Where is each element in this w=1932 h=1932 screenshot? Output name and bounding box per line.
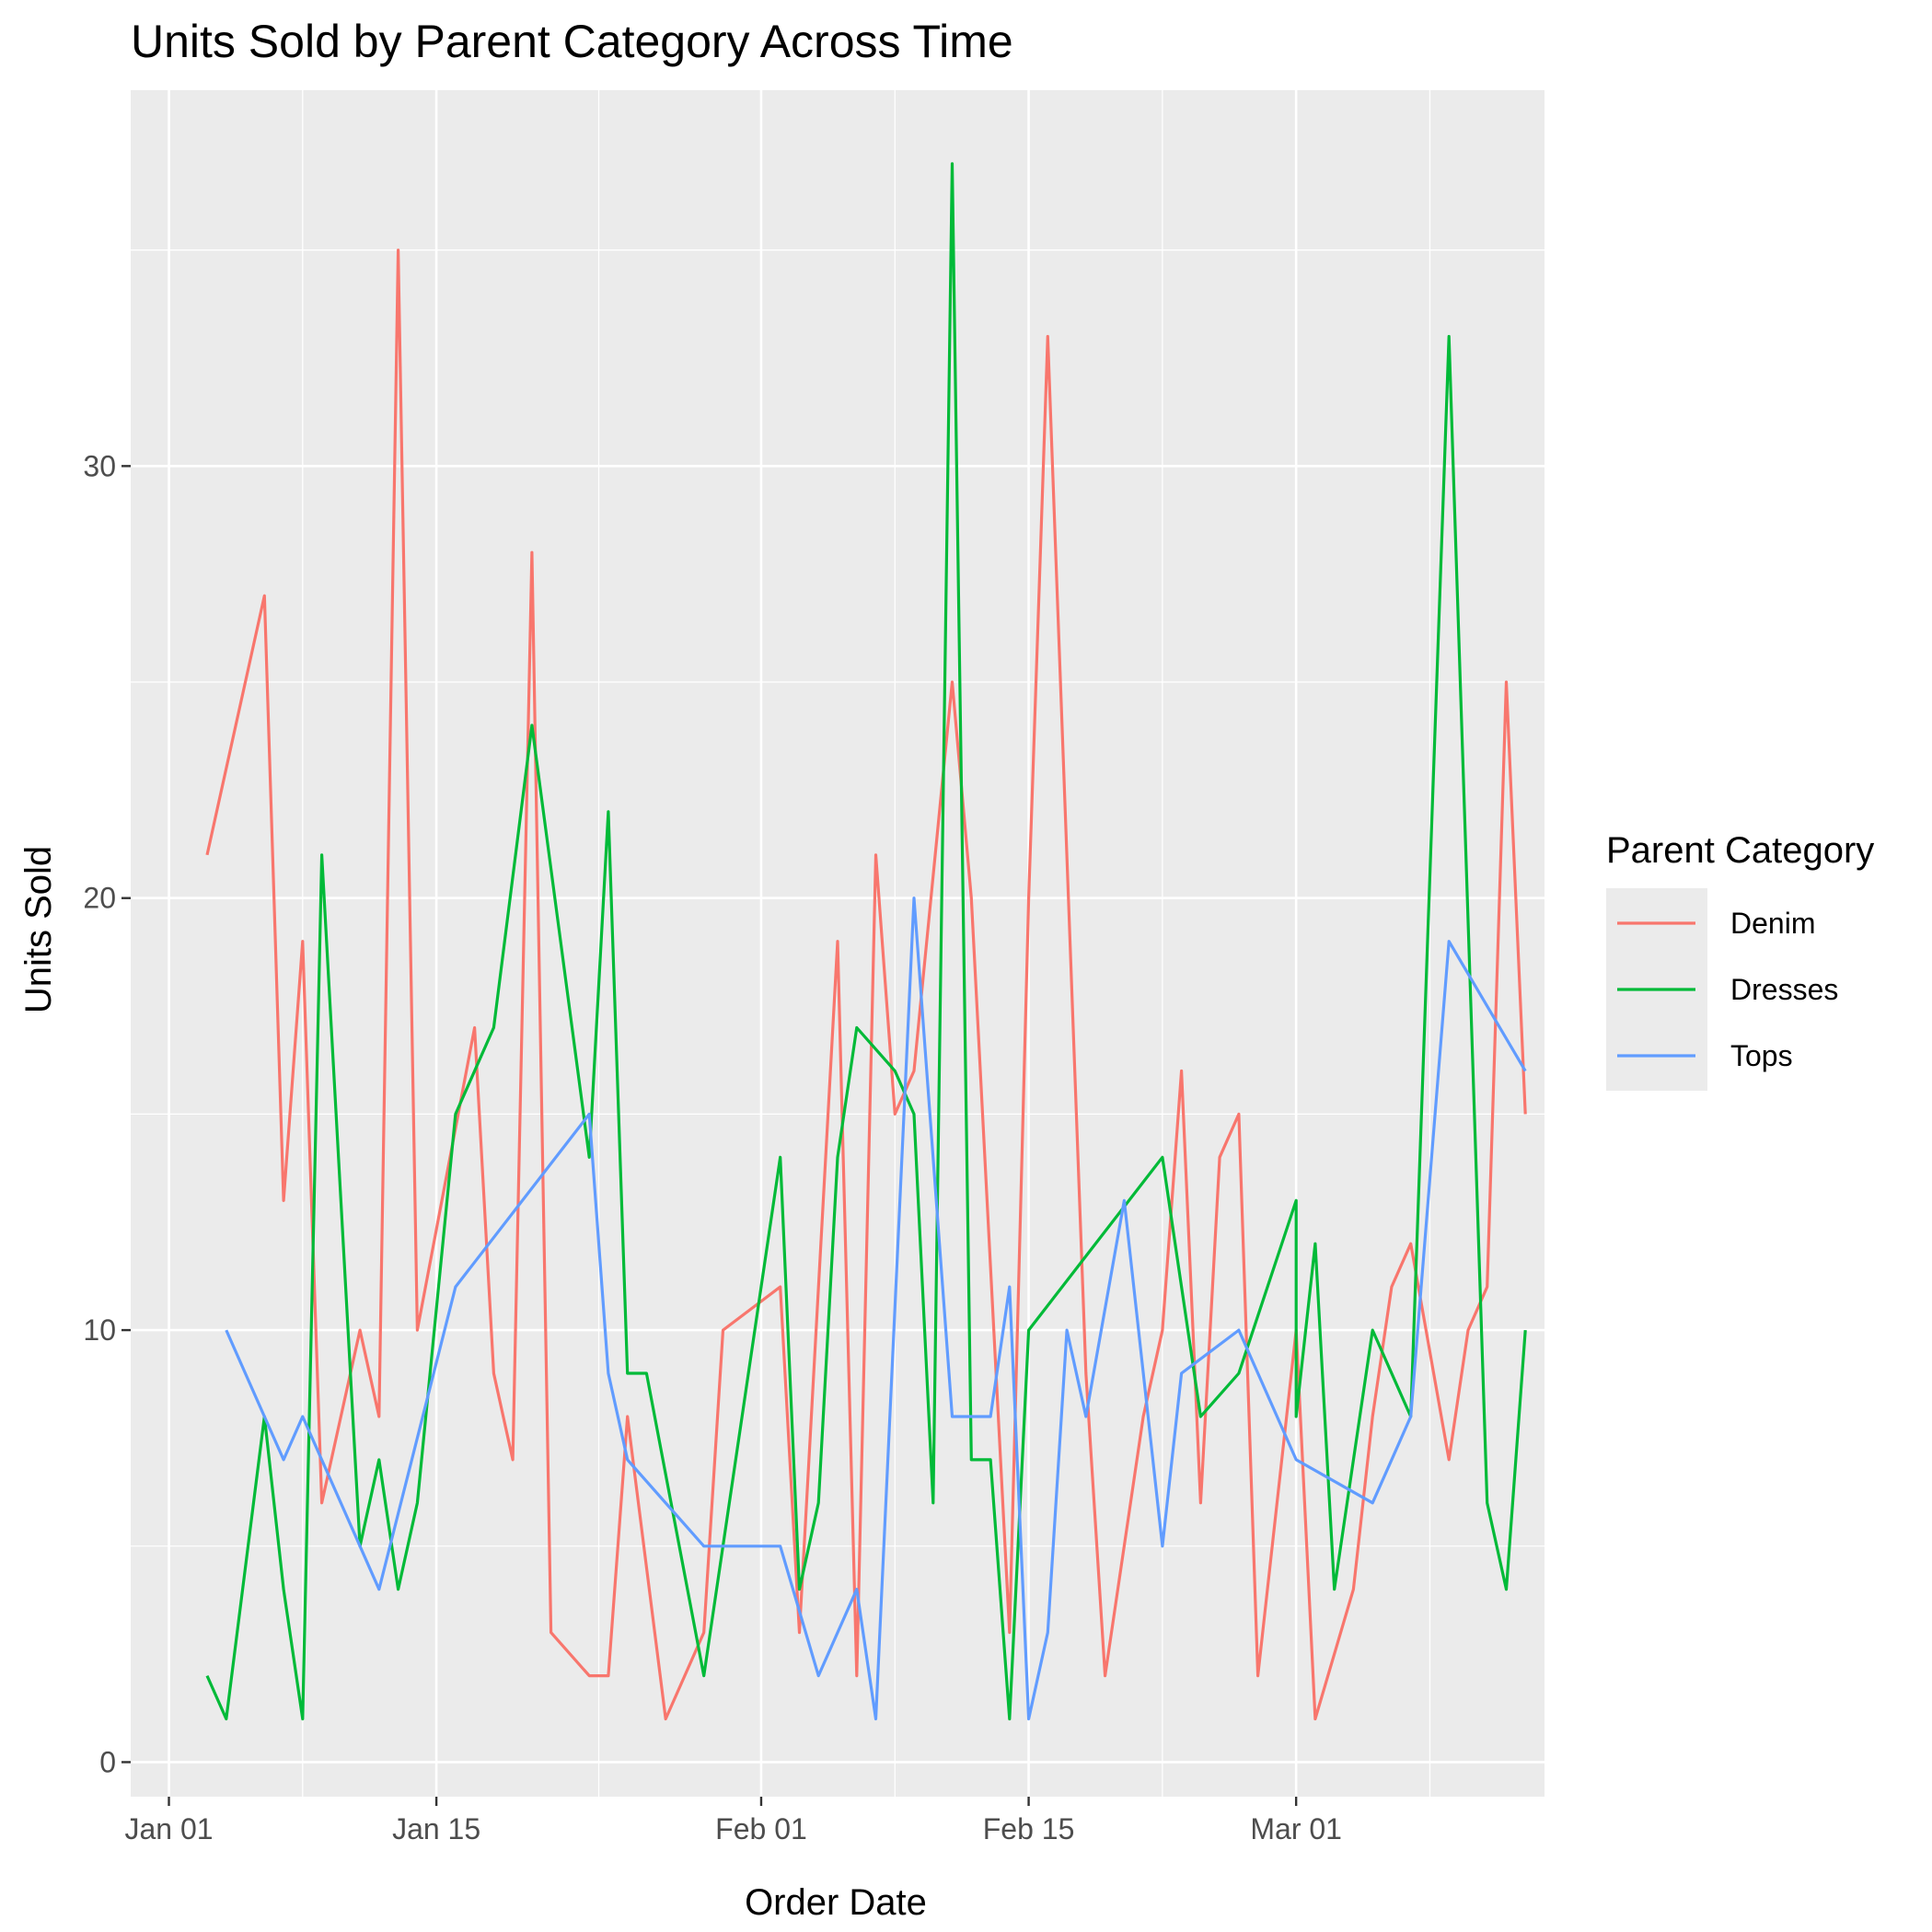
grid-minor xyxy=(131,90,1544,1797)
x-tick-label: Jan 01 xyxy=(124,1812,213,1845)
legend-entries: Denim Dresses Tops xyxy=(1617,907,1838,1072)
x-tick-label: Jan 15 xyxy=(392,1812,480,1845)
legend-label-dresses: Dresses xyxy=(1730,973,1838,1006)
y-tick-label: 20 xyxy=(83,882,116,915)
x-tick-label: Mar 01 xyxy=(1250,1812,1342,1845)
legend-label-denim: Denim xyxy=(1730,907,1815,940)
y-tick-label: 10 xyxy=(83,1313,116,1347)
y-axis-title: Units Sold xyxy=(18,846,59,1013)
series-line-tops xyxy=(225,897,1527,1721)
series-line-dresses xyxy=(205,162,1527,1721)
legend-title: Parent Category xyxy=(1606,830,1874,871)
y-axis: 0 10 20 30 xyxy=(83,449,131,1778)
chart-title: Units Sold by Parent Category Across Tim… xyxy=(131,16,1013,67)
legend: Parent Category Denim Dresses Tops xyxy=(1606,830,1874,1091)
x-axis-title: Order Date xyxy=(745,1882,927,1923)
series-layer xyxy=(205,162,1527,1721)
y-tick-label: 30 xyxy=(83,449,116,482)
y-tick-label: 0 xyxy=(99,1745,116,1778)
legend-label-tops: Tops xyxy=(1730,1039,1793,1072)
x-tick-label: Feb 15 xyxy=(983,1812,1075,1845)
x-tick-label: Feb 01 xyxy=(715,1812,807,1845)
x-axis: Jan 01 Jan 15 Feb 01 Feb 15 Mar 01 xyxy=(124,1797,1342,1845)
grid-major xyxy=(131,90,1544,1797)
